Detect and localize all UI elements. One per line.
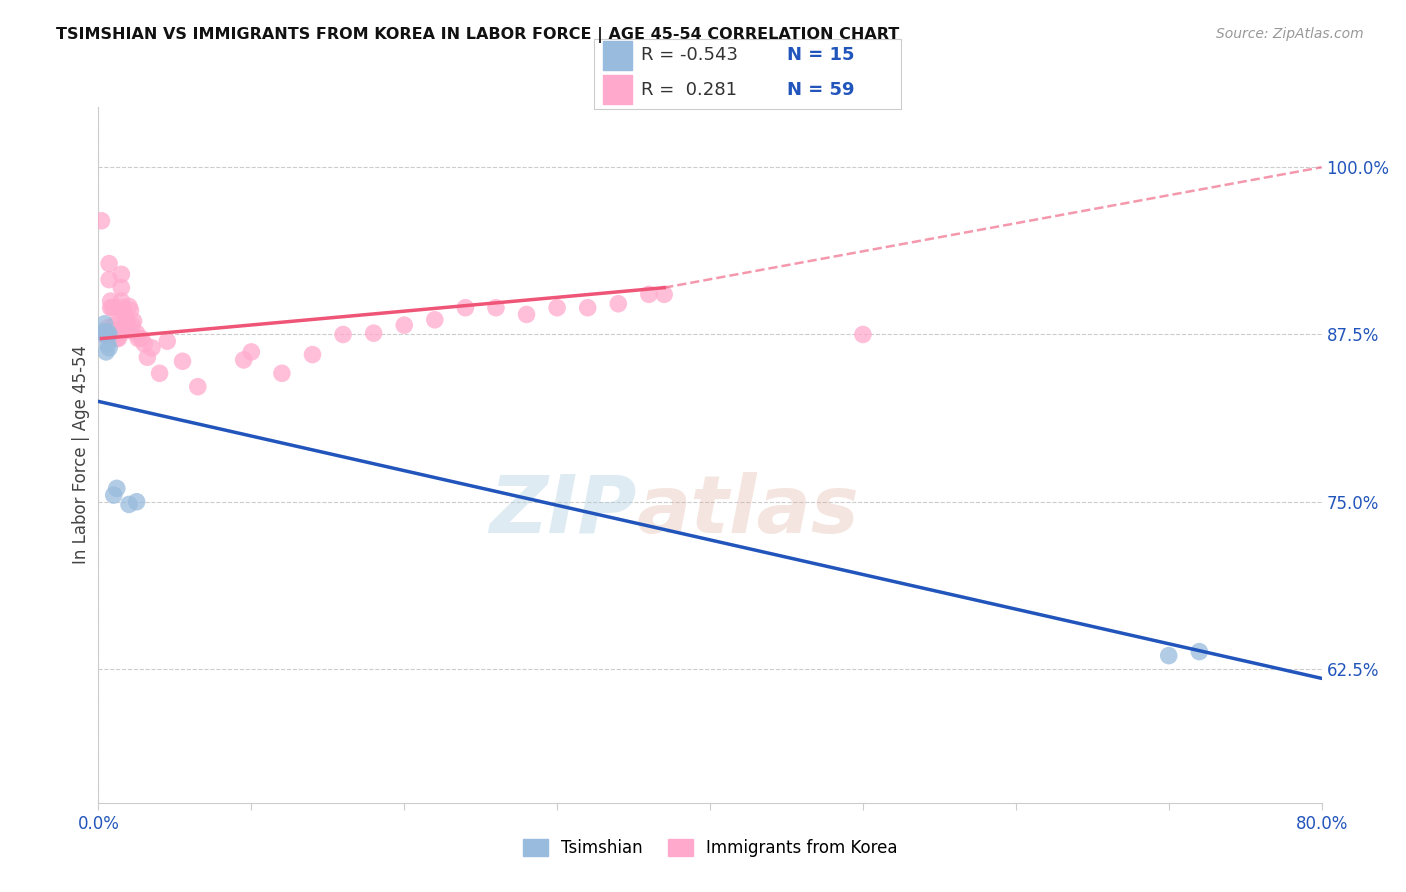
- Point: [134, 336, 156, 351]
- Point: [423, 312, 446, 326]
- Point: [121, 318, 143, 332]
- Point: [94, 327, 117, 342]
- Point: [98, 272, 121, 286]
- Point: [129, 332, 152, 346]
- Point: [105, 481, 128, 495]
- Point: [125, 494, 148, 508]
- Point: [93, 327, 115, 342]
- Point: [97, 336, 120, 351]
- Point: [104, 318, 127, 332]
- Point: [100, 301, 122, 315]
- Point: [98, 256, 121, 270]
- FancyBboxPatch shape: [593, 38, 901, 109]
- Point: [576, 301, 599, 315]
- Point: [485, 301, 508, 315]
- Point: [1188, 644, 1211, 658]
- Point: [105, 332, 128, 346]
- Text: TSIMSHIAN VS IMMIGRANTS FROM KOREA IN LABOR FORCE | AGE 45-54 CORRELATION CHART: TSIMSHIAN VS IMMIGRANTS FROM KOREA IN LA…: [56, 27, 900, 43]
- Point: [90, 213, 112, 227]
- Point: [120, 303, 142, 318]
- Point: [141, 341, 163, 355]
- Point: [270, 366, 292, 380]
- Point: [172, 354, 194, 368]
- Text: atlas: atlas: [637, 472, 859, 549]
- Point: [103, 318, 125, 332]
- Point: [107, 332, 129, 346]
- Point: [103, 301, 125, 315]
- Point: [97, 320, 120, 334]
- Point: [546, 301, 568, 315]
- Legend: Tsimshian, Immigrants from Korea: Tsimshian, Immigrants from Korea: [516, 832, 904, 864]
- Bar: [603, 41, 631, 70]
- Point: [98, 327, 121, 342]
- Text: N = 59: N = 59: [787, 81, 855, 99]
- Point: [156, 334, 179, 348]
- Point: [101, 327, 124, 342]
- Point: [1157, 648, 1180, 663]
- Point: [103, 488, 125, 502]
- Point: [98, 341, 121, 355]
- Point: [94, 327, 117, 342]
- Point: [149, 366, 172, 380]
- Point: [115, 312, 138, 326]
- Point: [652, 287, 675, 301]
- Point: [363, 326, 385, 340]
- Point: [607, 296, 630, 310]
- Point: [127, 332, 149, 346]
- Point: [240, 344, 263, 359]
- Point: [118, 497, 141, 511]
- Point: [93, 327, 115, 342]
- Point: [91, 325, 114, 339]
- Text: N = 15: N = 15: [787, 46, 855, 64]
- Point: [454, 301, 477, 315]
- Y-axis label: In Labor Force | Age 45-54: In Labor Force | Age 45-54: [72, 345, 90, 565]
- Point: [105, 324, 128, 338]
- Point: [117, 318, 139, 332]
- Text: R = -0.543: R = -0.543: [641, 46, 738, 64]
- Point: [93, 317, 115, 331]
- Point: [108, 327, 131, 342]
- Point: [301, 347, 323, 361]
- Point: [100, 293, 122, 308]
- Point: [110, 293, 132, 308]
- Point: [107, 324, 129, 338]
- Point: [101, 301, 124, 315]
- Point: [104, 326, 127, 340]
- Point: [187, 379, 209, 393]
- Text: R =  0.281: R = 0.281: [641, 81, 737, 99]
- Text: ZIP: ZIP: [489, 472, 637, 549]
- Point: [125, 326, 148, 340]
- Point: [232, 352, 254, 367]
- Point: [118, 299, 141, 313]
- Point: [97, 325, 120, 339]
- Text: Source: ZipAtlas.com: Source: ZipAtlas.com: [1216, 27, 1364, 41]
- Point: [516, 307, 538, 321]
- Point: [110, 280, 132, 294]
- Point: [110, 267, 132, 281]
- Point: [122, 314, 145, 328]
- Point: [111, 301, 134, 315]
- Point: [94, 344, 117, 359]
- Point: [852, 327, 875, 342]
- Point: [112, 307, 135, 321]
- Point: [111, 304, 134, 318]
- Point: [118, 324, 141, 338]
- Point: [136, 350, 159, 364]
- Point: [332, 327, 354, 342]
- Point: [392, 318, 416, 332]
- Bar: [603, 75, 631, 104]
- Point: [637, 287, 661, 301]
